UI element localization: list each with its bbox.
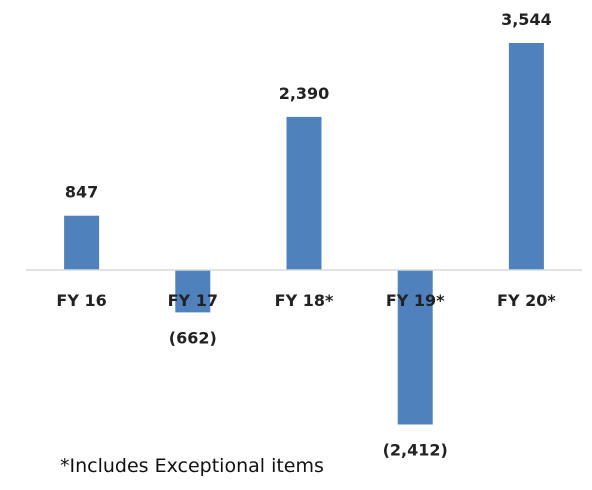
tick-label-fy-18: FY 18* — [275, 291, 334, 310]
bar-fy-16 — [64, 215, 100, 270]
tick-label-fy-17: FY 17 — [168, 291, 218, 310]
bar-fy-20 — [508, 43, 544, 270]
bar-fy-19 — [397, 270, 433, 425]
data-label-fy-19: (2,412) — [383, 441, 448, 460]
data-label-fy-18: 2,390 — [279, 84, 330, 103]
bars — [64, 43, 544, 425]
bar-fy-17 — [175, 270, 211, 313]
labels: FY 16 847 FY 17 (662) FY 18* 2,390 FY 19* (2,41… — [56, 10, 556, 460]
data-label-fy-20: 3,544 — [501, 10, 552, 29]
data-label-fy-16: 847 — [65, 183, 98, 202]
tick-label-fy-16: FY 16 — [56, 291, 106, 310]
data-label-fy-17: (662) — [169, 328, 217, 347]
tick-label-fy-20: FY 20* — [497, 291, 556, 310]
tick-label-fy-19: FY 19* — [386, 291, 445, 310]
bar-fy-18 — [286, 116, 322, 271]
footnote: *Includes Exceptional items — [60, 455, 324, 477]
